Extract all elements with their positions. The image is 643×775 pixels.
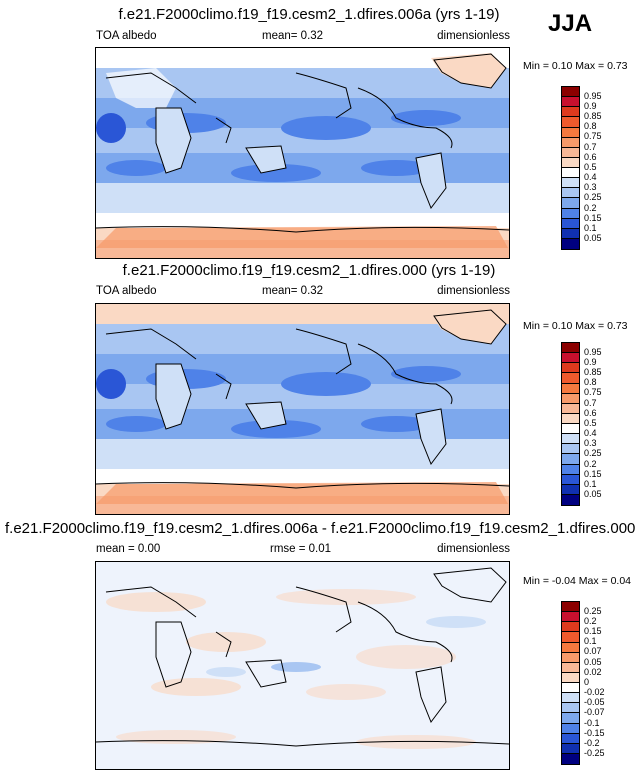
panel-2-cb-label: 0.5 (584, 418, 597, 428)
panel-3-units-label: dimensionless (437, 543, 510, 555)
panel-1-map (95, 47, 510, 259)
panel-3-colorbar (561, 601, 580, 765)
panel-1-cb-label: 0.4 (584, 172, 597, 182)
panel-1-min-value: 0.10 (551, 60, 573, 72)
panel-2-variable-label: TOA albedo (96, 285, 157, 297)
panel-2-cb-label: 0.8 (584, 377, 597, 387)
panel-2-cb-label: 0.6 (584, 408, 597, 418)
panel-2-mean-label: mean= 0.32 (262, 285, 324, 297)
panel-1-min-max: Min = 0.10 Max = 0.73 (523, 60, 628, 72)
panel-2-min-value: 0.10 (551, 320, 573, 332)
panel-3-min-max: Min = -0.04 Max = 0.04 (523, 575, 631, 587)
panel-2-max-value: 0.73 (607, 320, 628, 332)
panel-1-cb-label: 0.7 (584, 142, 597, 152)
panel-1-cb-label: 0.9 (584, 101, 597, 111)
panel-3-rmse-label: rmse = 0.01 (270, 543, 332, 555)
panel-2-cb-label: 0.2 (584, 459, 597, 469)
panel-1-cb-label: 0.1 (584, 223, 597, 233)
panel-1-cb-label: 0.85 (584, 111, 602, 121)
panel-2-cb-label: 0.1 (584, 479, 597, 489)
panel-3-max-value: 0.04 (610, 575, 631, 587)
panel-1-cb-label: 0.2 (584, 203, 597, 213)
panel-1-title: f.e21.F2000climo.f19_f19.cesm2_1.dfires.… (118, 6, 500, 23)
panel-3-cb-label: 0 (584, 677, 590, 687)
panel-2-colorbar (561, 342, 580, 506)
panel-2-cb-label: 0.85 (584, 367, 602, 377)
panel-2-max-label: Max = (575, 320, 605, 332)
panel-3-cb-label: -0.07 (584, 707, 605, 717)
panel-2-cb-label: 0.4 (584, 428, 597, 438)
season-label: JJA (548, 10, 593, 37)
panel-3-cb-label: -0.25 (584, 748, 605, 758)
panel-2-map (95, 303, 510, 515)
panel-3-cb-label: 0.05 (584, 657, 602, 667)
panel-1-cb-label: 0.6 (584, 152, 597, 162)
panel-2-units-label: dimensionless (437, 285, 510, 297)
panel-1-mean-label: mean= 0.32 (262, 30, 324, 42)
panel-1-cb-label: 0.5 (584, 162, 597, 172)
panel-3-cb-label: -0.02 (584, 687, 605, 697)
panel-3-cb-label: 0.2 (584, 616, 597, 626)
panel-2-cb-label: 0.7 (584, 398, 597, 408)
panel-1-colorbar (561, 86, 580, 250)
panel-3-cb-label: 0.15 (584, 626, 602, 636)
panel-3-cb-label: -0.2 (584, 738, 600, 748)
panel-3-title: f.e21.F2000climo.f19_f19.cesm2_1.dfires.… (5, 520, 636, 537)
panel-3-cb-label: 0.02 (584, 667, 602, 677)
panel-3-max-label: Max = (578, 575, 608, 587)
panel-2-cb-label: 0.3 (584, 438, 597, 448)
panel-3-cb-label: -0.15 (584, 728, 605, 738)
panel-1-max-label: Max = (575, 60, 605, 72)
panel-3-mean-label: mean = 0.00 (96, 543, 161, 555)
panel-1-variable-label: TOA albedo (96, 30, 157, 42)
panel-2-cb-label: 0.9 (584, 357, 597, 367)
panel-1-cb-label: 0.3 (584, 182, 597, 192)
panel-3-min-value: -0.04 (551, 575, 576, 587)
panel-2-title: f.e21.F2000climo.f19_f19.cesm2_1.dfires.… (122, 262, 496, 279)
panel-3-min-label: Min = (523, 575, 549, 587)
panel-3-cb-label: -0.05 (584, 697, 605, 707)
panel-1-units-label: dimensionless (437, 30, 510, 42)
panel-2-cb-label: 0.25 (584, 448, 602, 458)
panel-1-cb-label: 0.25 (584, 192, 602, 202)
panel-1-min-label: Min = (523, 60, 549, 72)
panel-1-max-value: 0.73 (607, 60, 628, 72)
panel-1-cb-label: 0.8 (584, 121, 597, 131)
panel-1-cb-label: 0.75 (584, 131, 602, 141)
panel-2-cb-label: 0.95 (584, 347, 602, 357)
panel-1-cb-label: 0.05 (584, 233, 602, 243)
panel-2-min-max: Min = 0.10 Max = 0.73 (523, 320, 628, 332)
panel-3-cb-label: 0.25 (584, 606, 602, 616)
panel-2-cb-label: 0.05 (584, 489, 602, 499)
panel-3-cb-label: 0.1 (584, 636, 597, 646)
panel-3-map (95, 561, 510, 770)
panel-3-cb-label: 0.07 (584, 646, 602, 656)
panel-2-cb-label: 0.75 (584, 387, 602, 397)
panel-1-cb-label: 0.15 (584, 213, 602, 223)
panel-2-cb-label: 0.15 (584, 469, 602, 479)
panel-2-min-label: Min = (523, 320, 549, 332)
panel-1-cb-label: 0.95 (584, 91, 602, 101)
panel-3-cb-label: -0.1 (584, 718, 600, 728)
